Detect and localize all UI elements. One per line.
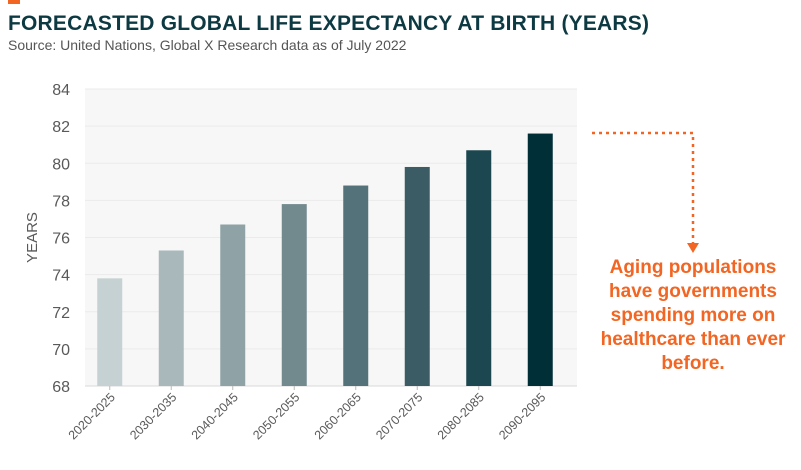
x-tick-label: 2050-2055: [250, 390, 302, 442]
x-tick-label: 2060-2065: [312, 390, 364, 442]
bar: [404, 166, 430, 386]
bar: [281, 204, 307, 386]
x-tick-label: 2070-2075: [373, 390, 425, 442]
chart-title: FORECASTED GLOBAL LIFE EXPECTANCY AT BIR…: [8, 12, 650, 35]
chart-subtitle: Source: United Nations, Global X Researc…: [8, 37, 407, 53]
y-tick-label: 80: [52, 156, 70, 173]
y-tick-label: 70: [52, 342, 70, 359]
x-tick-label: 2020-2025: [66, 390, 118, 442]
bar: [97, 278, 123, 386]
x-tick-label: 2030-2035: [127, 390, 179, 442]
bar: [466, 150, 492, 386]
bar: [343, 185, 369, 386]
x-tick-label: 2080-2085: [435, 390, 487, 442]
y-tick-label: 74: [52, 268, 70, 285]
bar: [220, 224, 246, 386]
y-axis-label: YEARS: [24, 212, 41, 263]
y-tick-label: 68: [52, 379, 70, 396]
annotation-connector: [592, 131, 695, 243]
arrow-down-icon: [687, 243, 699, 253]
x-tick-label: 2090-2095: [496, 390, 548, 442]
y-tick-label: 82: [52, 119, 70, 136]
bar: [158, 250, 184, 386]
bar: [527, 133, 553, 386]
annotation-text: Aging populations have governments spend…: [600, 257, 786, 374]
x-tick-label: 2040-2045: [189, 390, 241, 442]
y-tick-label: 76: [52, 231, 70, 248]
accent-bar: [8, 0, 20, 4]
y-tick-label: 78: [52, 193, 70, 210]
y-tick-label: 84: [52, 82, 70, 99]
y-tick-label: 72: [52, 305, 70, 322]
